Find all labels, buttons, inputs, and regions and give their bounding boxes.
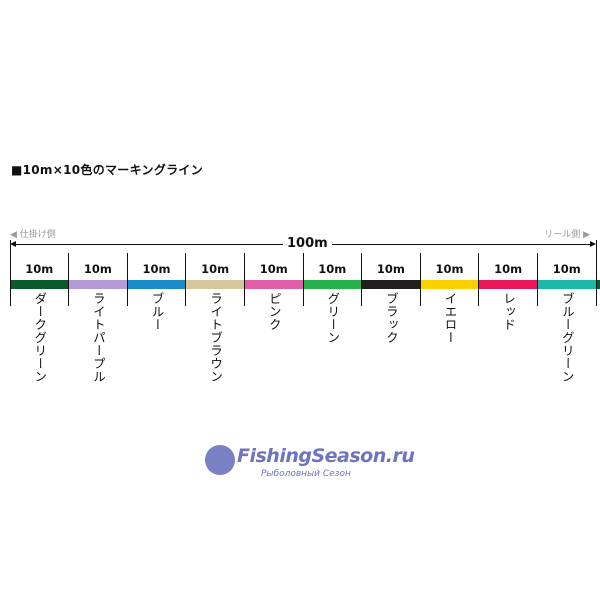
segment-divider [361, 253, 363, 306]
segment-length-label: 10m [25, 262, 54, 276]
segment-divider [185, 253, 187, 306]
segment-color-name: ライトパープル [90, 292, 106, 383]
arrow-right-head-icon [590, 241, 596, 247]
color-segment [185, 280, 245, 289]
segment-length-label: 10m [201, 262, 230, 276]
color-segment [127, 280, 186, 289]
color-segment [537, 280, 596, 289]
segment-color-name: グリーン [325, 292, 341, 344]
color-segment [244, 280, 303, 289]
tackle-side-label: ◀ 仕掛け側 [10, 230, 56, 240]
segment-color-name: ブラック [383, 292, 399, 344]
color-segment [68, 280, 128, 289]
color-segment [420, 280, 479, 289]
segment-divider [68, 253, 70, 306]
segment-color-name: ピンク [266, 292, 282, 331]
segment-divider [536, 253, 538, 306]
watermark-logo: FishingSeason.ru Рыболовный Сезон [205, 445, 415, 485]
segment-divider [595, 240, 597, 306]
segment-color-name: ブルーグリーン [559, 292, 575, 383]
watermark-sub-text: Рыболовный Сезон [261, 469, 351, 479]
segment-length-label: 10m [83, 262, 112, 276]
segment-divider [419, 253, 421, 306]
segment-length-label: 10m [376, 262, 405, 276]
segment-length-label: 10m [142, 262, 171, 276]
segment-divider [9, 240, 11, 306]
reel-side-label: リール側 ▶ [544, 230, 590, 240]
segment-color-name: イエロー [442, 292, 458, 344]
globe-icon [205, 445, 235, 475]
segment-color-name: ダークグリーン [32, 292, 48, 383]
segment-length-label: 10m [435, 262, 464, 276]
segment-color-name: ライトブラウン [208, 292, 224, 383]
next-segment-stub [597, 280, 600, 289]
segment-color-name: ブルー [149, 292, 165, 331]
segment-length-label: 10m [259, 262, 288, 276]
color-segment [303, 280, 362, 289]
color-segment [10, 280, 69, 289]
segment-color-name: レッド [501, 292, 517, 331]
color-segment [478, 280, 538, 289]
segment-length-label: 10m [552, 262, 581, 276]
total-length-label: 100m [283, 236, 332, 251]
segment-length-label: 10m [494, 262, 523, 276]
diagram-title: ■10m×10色のマーキングライン [11, 163, 204, 177]
segment-divider [302, 253, 304, 306]
color-segment [361, 280, 421, 289]
segment-divider [243, 253, 245, 306]
segment-divider [126, 253, 128, 306]
segment-divider [478, 253, 480, 306]
segment-length-label: 10m [318, 262, 347, 276]
watermark-main-text: FishingSeason.ru [237, 445, 415, 467]
arrow-left-head-icon [10, 241, 16, 247]
